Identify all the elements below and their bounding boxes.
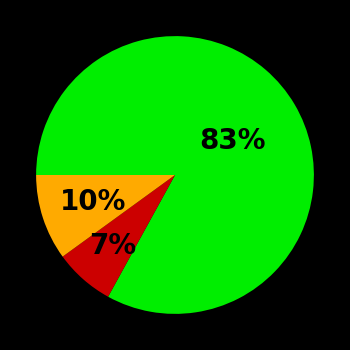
- Wedge shape: [36, 36, 314, 314]
- Text: 83%: 83%: [199, 127, 266, 155]
- Wedge shape: [63, 175, 175, 297]
- Text: 10%: 10%: [60, 188, 126, 216]
- Text: 7%: 7%: [89, 232, 136, 260]
- Wedge shape: [36, 175, 175, 257]
